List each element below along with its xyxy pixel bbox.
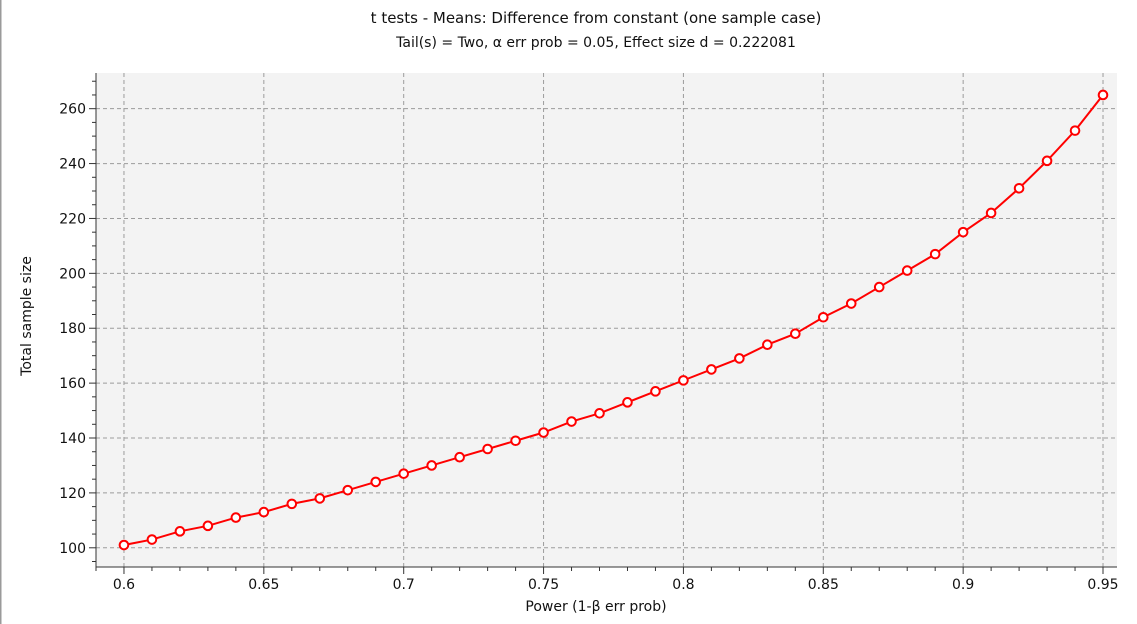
y-tick-label: 140: [59, 431, 86, 447]
axes: [89, 73, 1117, 574]
chart-subtitle: Tail(s) = Two, α err prob = 0.05, Effect…: [395, 35, 796, 51]
data-point: [1069, 125, 1081, 136]
y-tick-label: 220: [59, 211, 86, 227]
data-point: [174, 526, 186, 537]
data-point: [482, 443, 493, 455]
grid-lines: [96, 73, 1117, 567]
data-point: [566, 416, 577, 427]
x-tick-label: 0.8: [672, 577, 694, 593]
data-point: [678, 375, 689, 386]
x-tick-label: 0.75: [528, 577, 559, 593]
data-point: [342, 484, 354, 496]
data-point: [1097, 89, 1109, 101]
x-tick-label: 0.95: [1087, 577, 1118, 593]
data-point: [873, 281, 885, 293]
data-point: [817, 311, 829, 323]
chart-title: t tests - Means: Difference from constan…: [371, 9, 822, 27]
y-axis-label: Total sample size: [19, 256, 35, 377]
data-point: [901, 265, 913, 276]
y-tick-label: 180: [59, 321, 86, 337]
y-tick-label: 160: [59, 376, 86, 392]
data-point: [650, 386, 661, 397]
x-tick-label: 0.6: [113, 577, 135, 593]
data-point: [1041, 155, 1053, 167]
data-point: [706, 364, 717, 375]
y-tick-label: 240: [59, 157, 86, 173]
data-point: [118, 539, 130, 551]
window-left-border: [0, 0, 2, 624]
data-point: [314, 493, 326, 504]
data-point: [1013, 182, 1025, 194]
data-point: [985, 207, 997, 219]
data-point: [762, 339, 773, 351]
data-point: [230, 512, 242, 523]
data-point: [370, 476, 382, 488]
data-point: [957, 226, 969, 238]
data-point: [146, 534, 158, 545]
data-point: [538, 427, 549, 438]
data-point: [594, 408, 605, 419]
data-points: [118, 89, 1109, 551]
data-point: [286, 498, 298, 510]
data-point: [622, 397, 633, 408]
data-point: [510, 435, 521, 447]
data-point: [258, 506, 270, 518]
y-tick-label: 120: [59, 486, 86, 502]
x-tick-label: 0.9: [952, 577, 974, 593]
x-tick-label: 0.85: [808, 577, 839, 593]
data-point: [929, 248, 941, 260]
tick-labels: 0.6 0.65 0.7 0.75 0.8 0.85 0.9 0.95 100 120 140 160…: [59, 102, 1118, 593]
data-point: [734, 353, 745, 364]
x-tick-label: 0.7: [393, 577, 415, 593]
x-tick-label: 0.65: [248, 577, 279, 593]
y-tick-label: 100: [59, 541, 86, 557]
y-tick-label: 260: [59, 102, 86, 118]
data-point: [845, 298, 857, 309]
data-point: [202, 520, 214, 532]
data-point: [426, 460, 437, 471]
x-axis-label: Power (1-β err prob): [525, 599, 666, 615]
y-tick-label: 200: [59, 266, 86, 282]
data-point: [454, 451, 465, 463]
plot-area: [96, 73, 1117, 567]
data-point: [790, 328, 801, 340]
data-point: [398, 468, 409, 479]
